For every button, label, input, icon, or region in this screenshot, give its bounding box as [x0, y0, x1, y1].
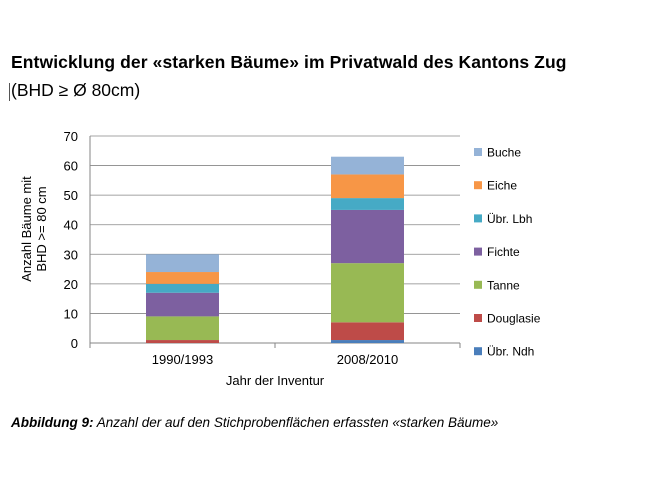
x-tick-label: 2008/2010	[337, 352, 398, 367]
bar-segment	[331, 209, 404, 264]
y-tick-label: 10	[64, 306, 78, 321]
y-tick-label: 60	[64, 159, 78, 174]
bar-segment	[146, 316, 219, 341]
y-axis-title: Anzahl Bäume mit	[19, 176, 34, 282]
caption-label: Abbildung 9:	[11, 415, 94, 430]
y-axis-title: BHD >= 80 cm	[34, 186, 49, 271]
legend-label: Eiche	[487, 179, 517, 193]
x-tick-label: 1990/1993	[152, 352, 213, 367]
bar-segment	[331, 198, 404, 210]
chart-subtitle: (BHD ≥ Ø 80cm)	[11, 80, 141, 100]
legend-swatch	[474, 181, 482, 190]
legend-label: Übr. Lbh	[487, 212, 532, 226]
bar-segment	[146, 254, 219, 273]
legend-label: Tanne	[487, 278, 520, 292]
x-axis-title: Jahr der Inventur	[226, 373, 325, 388]
bar-segment	[146, 292, 219, 317]
y-tick-label: 40	[64, 218, 78, 233]
chart-title: Entwicklung der «starken Bäume» im Priva…	[11, 52, 567, 72]
bar-segment	[146, 272, 219, 284]
legend-swatch	[474, 347, 482, 356]
legend-label: Übr. Ndh	[487, 345, 534, 359]
figure-caption: Abbildung 9: Anzahl der auf den Stichpro…	[11, 415, 498, 430]
bar-segment	[331, 174, 404, 199]
bar-segment	[146, 283, 219, 293]
text-cursor	[9, 83, 10, 101]
legend-swatch	[474, 280, 482, 289]
y-tick-label: 20	[64, 277, 78, 292]
legend-label: Fichte	[487, 245, 520, 259]
legend-label: Douglasie	[487, 312, 541, 326]
bar-segment	[331, 340, 404, 343]
legend-swatch	[474, 247, 482, 256]
y-tick-label: 30	[64, 247, 78, 262]
caption-text: Anzahl der auf den Stichprobenflächen er…	[93, 415, 499, 430]
bar-segment	[331, 156, 404, 175]
legend-swatch	[474, 214, 482, 223]
legend-swatch	[474, 314, 482, 322]
y-tick-label: 50	[64, 188, 78, 203]
y-tick-label: 0	[71, 336, 78, 351]
y-tick-label: 70	[64, 129, 78, 144]
bar-segment	[331, 263, 404, 323]
bar-segment	[331, 322, 404, 341]
legend-swatch	[474, 148, 482, 156]
legend-label: Buche	[487, 146, 521, 160]
bar-segment	[146, 340, 219, 343]
